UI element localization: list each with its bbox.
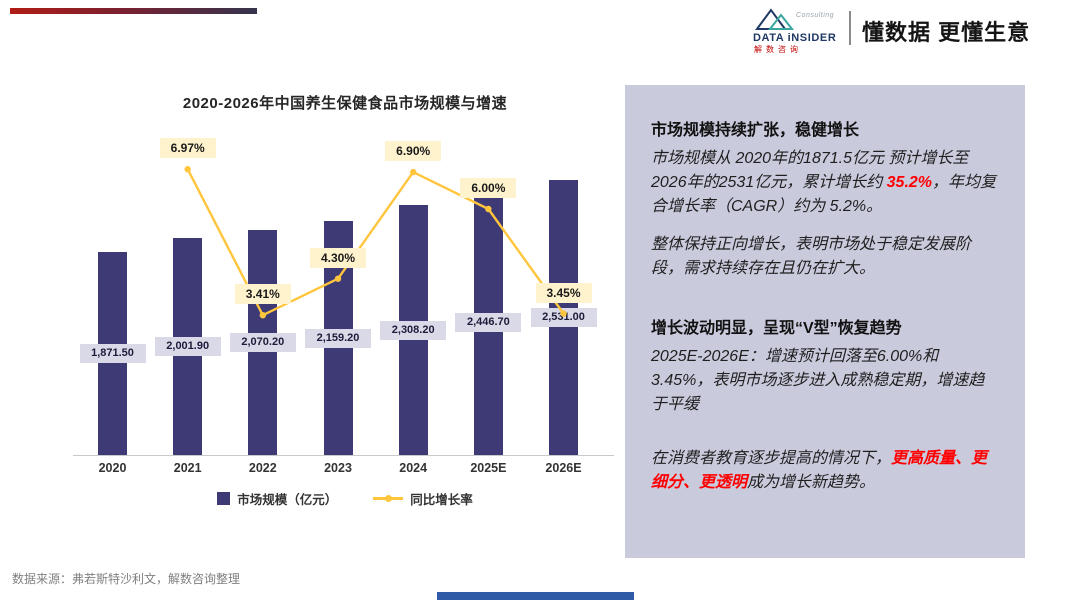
x-axis-label-2021: 2021 bbox=[173, 461, 202, 475]
bottom-accent-bar bbox=[437, 592, 634, 600]
growth-rate-label-2024: 6.90% bbox=[385, 141, 442, 162]
x-axis-label-2024: 2024 bbox=[399, 461, 428, 475]
legend-item-growth-rate: 同比增长率 bbox=[373, 489, 473, 508]
legend-item-market-size: 市场规模（亿元） bbox=[217, 489, 337, 508]
insight-title-2: 增长波动明显，呈现“V型”恢复趋势 bbox=[651, 320, 902, 337]
bar-value-label-2026E: 2,531.00 bbox=[530, 308, 597, 327]
growth-rate-label-2022: 3.41% bbox=[234, 284, 291, 305]
x-axis-label-2023: 2023 bbox=[324, 461, 352, 475]
logo-brand-chinese: 解数咨询 bbox=[754, 45, 802, 54]
bar-value-label-2023: 2,159.20 bbox=[305, 328, 371, 348]
header-divider bbox=[849, 11, 851, 45]
chart-title: 2020-2026年中国养生保健食品市场规模与增速 bbox=[182, 95, 508, 112]
x-axis-line bbox=[73, 455, 614, 456]
logo: Consulting DATA iNSIDER 解数咨询 bbox=[752, 6, 844, 54]
growth-rate-label-2025E: 6.00% bbox=[460, 178, 517, 198]
growth-rate-label-2021: 6.97% bbox=[159, 138, 216, 159]
growth-rate-label-2023: 4.30% bbox=[310, 247, 366, 268]
top-accent-bar bbox=[10, 8, 257, 14]
chart-legend: 市场规模（亿元） 同比增长率 bbox=[75, 489, 615, 508]
logo-brand-name: DATA iNSIDER bbox=[753, 32, 837, 44]
bar-value-label-2024: 2,308.20 bbox=[380, 320, 447, 340]
legend-bar-swatch-icon bbox=[217, 492, 231, 505]
insight-body-4: 在消费者教育逐步提高的情况下，更高质量、更细分、更透明成为增长新趋势。 bbox=[651, 450, 988, 491]
logo-consulting-label: Consulting bbox=[796, 12, 835, 19]
insight-body-2: 整体保持正向增长，表明市场处于稳定发展阶段，需求持续存在且仍在扩大。 bbox=[651, 236, 972, 277]
legend-line-label: 同比增长率 bbox=[410, 493, 473, 507]
chart-area: 2020-2026年中国养生保健食品市场规模与增速 1,871.50 2020 2,… bbox=[73, 95, 615, 508]
chart-plot: 1,871.50 2020 2,001.90 2021 2,070.20 2022 2,15… bbox=[79, 138, 597, 475]
data-source-note: 数据来源：弗若斯特沙利文，解数咨询整理 bbox=[12, 572, 241, 586]
insight-body-1: 市场规模从 2020年的1871.5亿元 预计增长至 2026年的2531亿元，… bbox=[651, 150, 997, 215]
insight-panel: 市场规模持续扩张，稳健增长 市场规模从 2020年的1871.5亿元 预计增长至… bbox=[625, 85, 1025, 558]
bar-value-label-2022: 2,070.20 bbox=[229, 333, 296, 352]
legend-line-swatch-icon bbox=[373, 495, 404, 502]
logo-triangle-icon bbox=[755, 8, 795, 30]
x-axis-label-2022: 2022 bbox=[248, 461, 277, 475]
x-axis-label-2026E: 2026E bbox=[545, 461, 582, 475]
bar-value-label-2021: 2,001.90 bbox=[154, 337, 221, 356]
insight-title-1: 市场规模持续扩张，稳健增长 bbox=[651, 122, 860, 139]
bar-value-label-2025E: 2,446.70 bbox=[455, 313, 522, 332]
header-slogan: 懂数据 更懂生意 bbox=[862, 20, 1031, 45]
x-axis-label-2020: 2020 bbox=[98, 461, 127, 475]
insight-body-3: 2025E-2026E：增速预计回落至6.00%和3.45%，表明市场逐步进入成… bbox=[651, 348, 985, 413]
x-axis-label-2025E: 2025E bbox=[470, 461, 507, 475]
growth-rate-label-2026E: 3.45% bbox=[535, 282, 592, 303]
legend-bar-label: 市场规模（亿元） bbox=[237, 493, 338, 507]
bar-value-label-2020: 1,871.50 bbox=[79, 344, 146, 363]
